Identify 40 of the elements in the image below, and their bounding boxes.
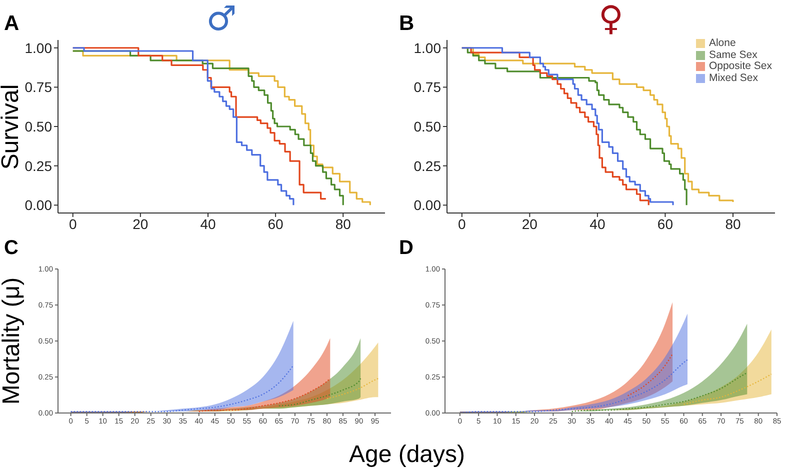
legend-label: Mixed Sex [708, 72, 758, 84]
x-axis-title: Age (days) [348, 441, 466, 468]
line-series [627, 353, 674, 396]
legend-label: Alone [708, 37, 736, 50]
x-tick-label: 20 [132, 216, 148, 232]
x-tick-label: 40 [200, 216, 216, 232]
chart-title: ♂ [206, 0, 237, 39]
y-tick-label: 0.25 [24, 158, 52, 174]
legend-label: Same Sex [708, 48, 758, 61]
x-tick-label: 60 [268, 216, 284, 232]
y-tick-label: 0.50 [24, 118, 52, 134]
y-axis-title: Mortality (μ) [0, 277, 25, 405]
line-series [70, 364, 294, 412]
line-series [198, 378, 331, 412]
y-tick-label: 0.25 [414, 158, 442, 174]
y-tick-label: 0.50 [414, 118, 442, 134]
text: B [399, 12, 414, 35]
x-tick-label: 40 [590, 216, 606, 232]
text: A [4, 12, 20, 35]
y-tick-label: 0.00 [24, 197, 52, 214]
y-tick-label: 0.75 [24, 79, 52, 96]
x-tick-label: 80 [335, 216, 352, 232]
text: C [4, 237, 18, 259]
y-tick-label: 1.00 [24, 40, 52, 56]
chart-title: ♀ [598, 0, 624, 39]
y-tick-label: 1.00 [414, 40, 442, 56]
x-tick-label: 60 [657, 216, 674, 232]
line-series [326, 378, 379, 400]
x-tick-label: 0 [68, 216, 77, 232]
legend-label: Opposite Sex [708, 60, 772, 72]
y-tick-label: 0.75 [414, 79, 442, 96]
x-tick-label: 20 [522, 216, 538, 232]
y-tick-label: 0.00 [414, 197, 442, 214]
line-series [683, 374, 772, 405]
text: D [399, 237, 414, 259]
x-tick-label: 80 [725, 216, 741, 232]
x-tick-label: 0 [458, 216, 466, 232]
line-series [571, 372, 748, 412]
y-axis-title: Survival [0, 84, 24, 170]
line-series [278, 378, 362, 406]
